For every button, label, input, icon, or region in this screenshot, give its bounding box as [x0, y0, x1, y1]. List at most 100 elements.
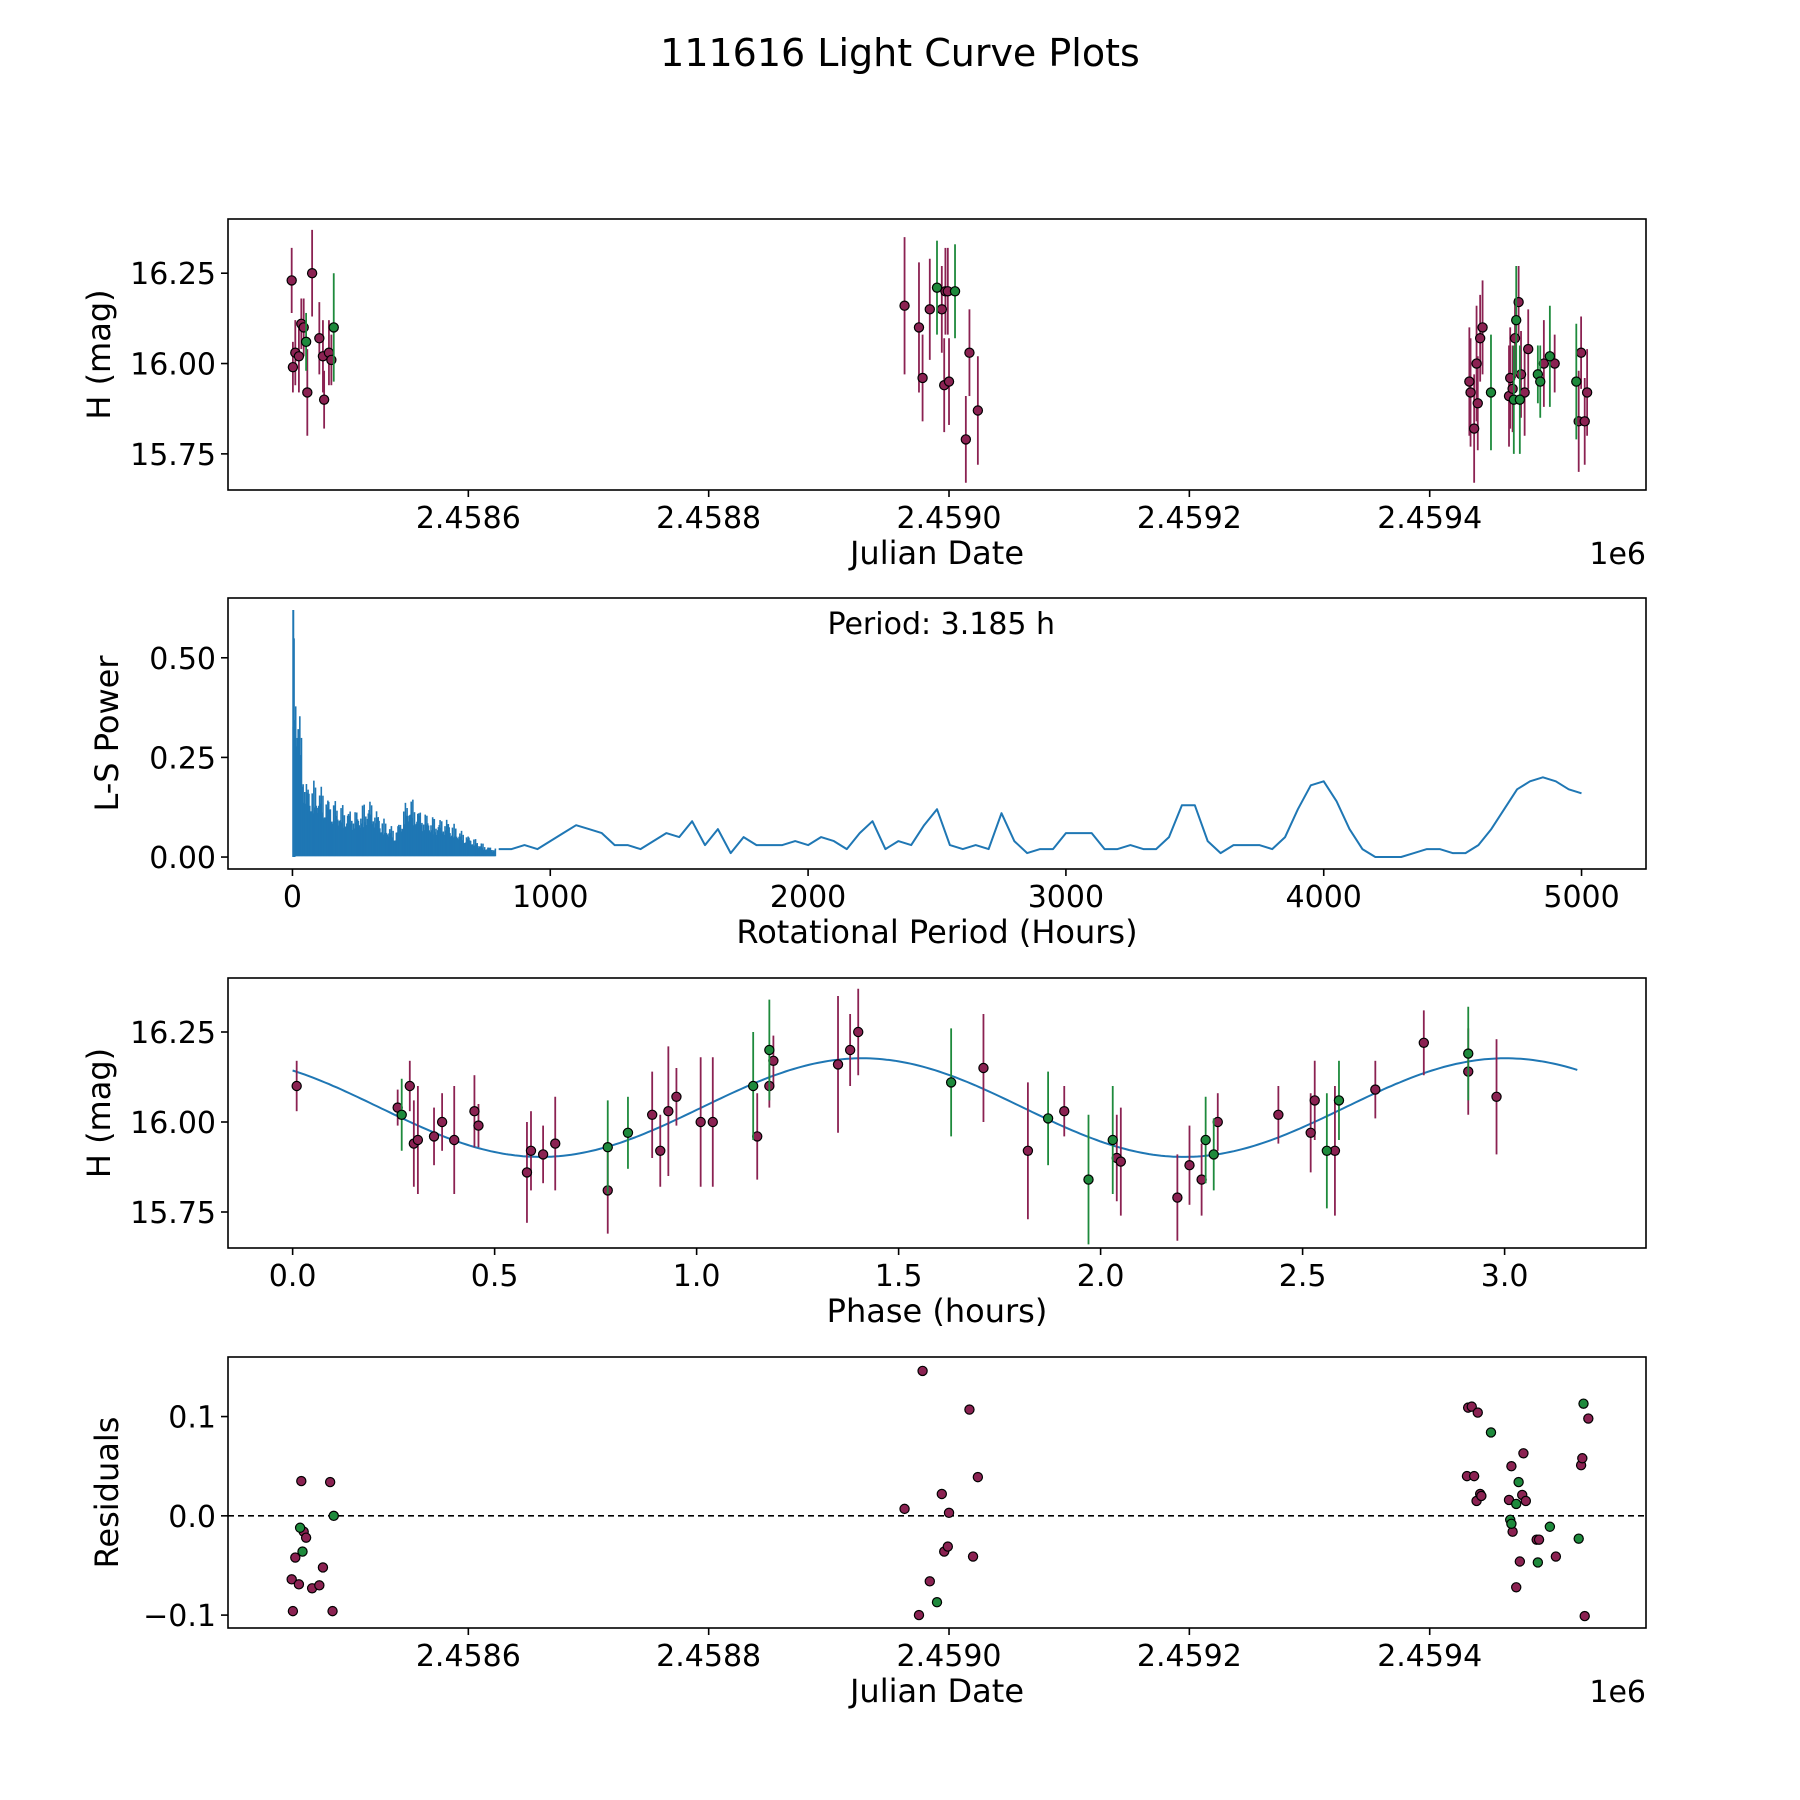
data-point: [942, 1541, 954, 1552]
data-point: [404, 1080, 415, 1092]
data-point: [707, 1116, 718, 1128]
data-point: [297, 1546, 308, 1557]
y-tick-label: 15.75: [130, 438, 216, 473]
data-point: [286, 275, 297, 286]
data-point: [300, 1532, 312, 1543]
data-point: [1485, 1427, 1497, 1438]
x-axis-label: Julian Date: [848, 1672, 1024, 1710]
y-tick-label: 16.00: [130, 348, 216, 383]
data-point: [853, 1026, 864, 1038]
data-point: [1583, 1413, 1594, 1424]
data-point: [1022, 1145, 1034, 1157]
data-point: [469, 1105, 480, 1117]
data-point: [436, 1116, 448, 1128]
data-point: [1515, 369, 1527, 380]
y-tick-label: 0.00: [149, 841, 216, 876]
data-point: [449, 1134, 460, 1146]
figure-title: 111616 Light Curve Plots: [660, 31, 1140, 75]
data-point: [1573, 1533, 1584, 1544]
data-point: [537, 1149, 549, 1160]
data-point: [1083, 1174, 1094, 1185]
data-point: [1506, 1518, 1517, 1529]
axes-frame: [227, 218, 1647, 491]
data-point: [287, 1605, 299, 1617]
panel-phased_curve: 0.0 0.5 1.0 1.5 2.0 2.5 3.0 15.75 16.00 16.25 Phas…: [80, 977, 1647, 1330]
data-point: [1468, 1470, 1480, 1482]
x-tick-label: 2.4586: [416, 1639, 521, 1674]
data-point: [1505, 372, 1516, 384]
data-point: [1463, 1048, 1474, 1059]
data-point: [936, 1488, 948, 1500]
y-tick-label: 15.75: [130, 1196, 216, 1231]
data-point: [1321, 1145, 1333, 1157]
data-point: [972, 405, 984, 416]
data-point: [655, 1145, 666, 1157]
data-point: [663, 1105, 674, 1117]
data-point: [671, 1091, 682, 1103]
data-point: [1581, 387, 1593, 398]
data-point: [1472, 398, 1483, 409]
data-point: [1509, 333, 1521, 344]
x-tick-label: 2.4590: [897, 501, 1002, 536]
x-axis-label: Rotational Period (Hours): [736, 913, 1137, 951]
data-point: [1477, 322, 1488, 333]
data-point: [924, 1576, 935, 1587]
y-axis-label: H (mag): [80, 1048, 118, 1178]
data-point: [324, 1476, 336, 1488]
data-point: [1579, 416, 1590, 427]
data-point: [1511, 314, 1522, 326]
data-point: [1571, 376, 1582, 387]
x-tick-label: 2.5: [1279, 1259, 1327, 1294]
data-point: [1309, 1095, 1320, 1106]
panel-periodogram: Period: 3.185 h 0 1000 2000 3000 4000 5000 0.00…: [88, 597, 1647, 951]
data-point: [1523, 343, 1534, 355]
series-green: [300, 240, 1582, 454]
data-point: [328, 1510, 339, 1522]
data-point: [931, 1596, 943, 1608]
data-point: [1042, 1113, 1054, 1124]
plot-area: [291, 988, 1578, 1245]
y-tick-label: 16.25: [130, 1016, 216, 1051]
data-point: [949, 286, 961, 297]
data-point: [294, 1522, 306, 1533]
data-point: [1476, 1490, 1487, 1502]
x-tick-label: 0: [283, 880, 302, 915]
data-point: [943, 376, 955, 387]
data-point: [302, 387, 313, 398]
sinusoid-fit-curve: [292, 1057, 1578, 1158]
x-axis-label: Phase (hours): [827, 1292, 1048, 1330]
data-point: [1511, 1498, 1522, 1510]
data-point: [1538, 358, 1550, 369]
data-point: [917, 1365, 928, 1377]
x-tick-label: 2.4592: [1137, 501, 1242, 536]
data-point: [924, 304, 935, 315]
data-point: [1507, 383, 1518, 395]
data-point: [296, 1475, 307, 1487]
series-magenta: [286, 229, 1593, 483]
x-tick-label: 0.0: [269, 1259, 317, 1294]
data-point: [1514, 1556, 1526, 1567]
data-point: [525, 1145, 537, 1157]
y-tick-label: 0.0: [168, 1500, 216, 1535]
data-point: [1059, 1105, 1070, 1117]
panel-residuals: 2.4586 2.4588 2.4590 2.4592 2.4594 −0.1 0.0 0.1…: [88, 1356, 1647, 1710]
data-point: [945, 1077, 957, 1088]
y-tick-label: 0.1: [168, 1401, 216, 1436]
periodogram-curve: [498, 776, 1582, 858]
data-point: [1273, 1109, 1284, 1121]
data-point: [1506, 1460, 1517, 1472]
x-tick-label: 2.4594: [1377, 1639, 1482, 1674]
data-point: [964, 347, 975, 358]
data-point: [1172, 1192, 1183, 1203]
data-point: [1535, 376, 1546, 387]
panels: 2.4586 2.4588 2.4590 2.4592 2.4594 15.75 16.00…: [80, 218, 1647, 1710]
data-point: [1472, 1407, 1483, 1418]
data-point: [291, 1080, 302, 1092]
data-point: [1305, 1127, 1316, 1139]
data-point: [1578, 1398, 1589, 1409]
data-point: [327, 1605, 338, 1617]
data-point: [1465, 387, 1476, 398]
data-point: [1579, 1610, 1590, 1622]
series-green: [396, 999, 1474, 1245]
y-tick-label: 16.25: [130, 257, 216, 292]
